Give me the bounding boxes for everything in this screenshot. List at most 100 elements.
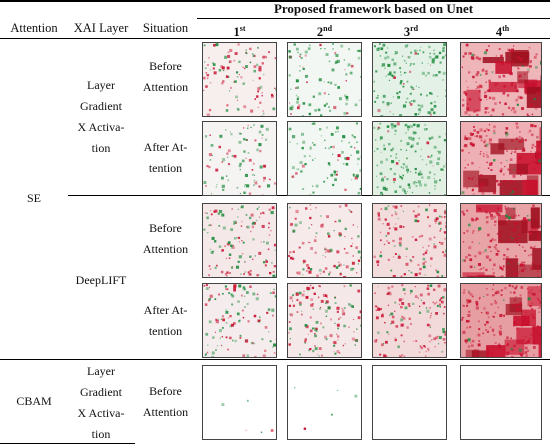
heatmap-pixel: [415, 172, 418, 174]
heatmap-pixel: [315, 207, 317, 209]
heatmap-pixel: [500, 293, 503, 296]
heatmap-pixel: [429, 113, 432, 116]
heatmap-image: [461, 204, 541, 277]
heatmap-pixel: [489, 213, 493, 217]
heatmap-pixel: [405, 124, 407, 127]
heatmap-pixel: [377, 94, 379, 97]
heatmap-pixel: [403, 59, 406, 62]
heatmap-pixel: [420, 93, 422, 96]
heatmap-pixel: [531, 179, 535, 183]
heatmap-pixel: [526, 349, 530, 352]
heatmap-pixel: [435, 336, 439, 340]
heatmap-pixel: [483, 295, 485, 297]
heatmap-pixel: [343, 264, 345, 266]
heatmap-pixel: [222, 80, 225, 83]
heatmap-pixel: [478, 207, 482, 211]
heatmap-pixel: [323, 81, 325, 83]
heatmap-pixel: [377, 97, 379, 99]
heatmap-pixel: [296, 86, 300, 89]
heatmap-pixel: [428, 334, 432, 338]
attention-label-cbam: CBAM: [16, 394, 52, 408]
heatmap-pixel: [375, 70, 378, 73]
heatmap-pixel: [432, 288, 436, 292]
heatmap-pixel: [443, 288, 446, 292]
heatmap-pixel: [203, 181, 207, 184]
heatmap-pixel: [494, 102, 497, 105]
heatmap-pixel: [345, 163, 349, 166]
heatmap-pixel: [233, 322, 236, 325]
heatmap-pixel: [354, 147, 356, 149]
heatmap-pixel: [486, 154, 488, 156]
heatmap-pixel: [240, 133, 242, 135]
heatmap-pixel: [237, 300, 240, 303]
heatmap-pixel: [513, 150, 517, 154]
heatmap-pixel: [239, 334, 242, 337]
heatmap-pixel: [295, 47, 299, 51]
heatmap-image: [373, 43, 446, 116]
heatmap-pixel: [356, 328, 358, 330]
heatmap-pixel: [385, 340, 388, 344]
heatmap-pixel: [406, 191, 408, 193]
heatmap-pixel: [527, 162, 530, 165]
heatmap-pixel: [438, 135, 441, 138]
heatmap-pixel: [427, 155, 430, 158]
heatmap-pixel: [225, 257, 228, 260]
heatmap-pixel: [536, 140, 539, 143]
heatmap-pixel: [347, 303, 351, 306]
heatmap-pixel: [493, 333, 496, 337]
heatmap-pixel: [336, 310, 339, 313]
heatmap-thumbnail: [287, 42, 362, 117]
heatmap-pixel: [266, 184, 271, 188]
heatmap-pixel: [409, 322, 412, 325]
heatmap-pixel: [422, 252, 426, 256]
heatmap-pixel: [224, 55, 228, 59]
heatmap-pixel: [333, 264, 336, 268]
heatmap-pixel: [236, 107, 239, 110]
heatmap-pixel: [398, 91, 401, 93]
heatmap-pixel: [444, 331, 446, 334]
heatmap-pixel: [533, 55, 537, 59]
heatmap-image: [373, 284, 446, 357]
heatmap-pixel: [385, 158, 388, 161]
heatmap-pixel: [461, 318, 463, 321]
heatmap-pixel: [445, 225, 446, 229]
heatmap-pixel: [410, 100, 413, 102]
heatmap-pixel: [533, 190, 536, 194]
heatmap-pixel: [335, 126, 339, 130]
heatmap-pixel: [332, 145, 335, 149]
heatmap-pixel: [470, 254, 472, 256]
heatmap-pixel: [479, 128, 483, 132]
heatmap-pixel: [348, 326, 350, 328]
heatmap-pixel: [350, 245, 353, 248]
heatmap-pixel: [461, 191, 465, 195]
heatmap-pixel: [531, 293, 534, 295]
heatmap-pixel: [422, 262, 425, 265]
heatmap-pixel: [311, 286, 315, 290]
heatmap-pixel: [421, 176, 424, 179]
heatmap-pixel: [501, 267, 504, 271]
heatmap-pixel: [427, 63, 429, 65]
heatmap-pixel: [470, 217, 474, 220]
heatmap-pixel: [220, 318, 223, 320]
heatmap-pixel: [537, 276, 540, 277]
heatmap-pixel: [349, 284, 352, 287]
heatmap-pixel: [265, 127, 269, 131]
heatmap-pixel: [536, 232, 539, 235]
heatmap-pixel: [359, 187, 361, 191]
heatmap-pixel: [332, 48, 334, 50]
heatmap-pixel: [492, 96, 496, 100]
heatmap-pixel: [529, 304, 532, 308]
heatmap-pixel: [204, 303, 208, 306]
heatmap-pixel: [246, 399, 249, 402]
heatmap-pixel: [502, 74, 505, 77]
heatmap-pixel: [208, 108, 212, 112]
heatmap-pixel: [224, 245, 226, 248]
heatmap-pixel: [216, 184, 218, 186]
heatmap-pixel: [468, 98, 472, 101]
heatmap-pixel: [310, 223, 313, 226]
heatmap-pixel: [387, 286, 391, 290]
heatmap-pixel: [511, 68, 513, 70]
heatmap-image: [461, 366, 541, 439]
heatmap-pixel: [434, 346, 436, 348]
heatmap-pixel: [237, 216, 239, 218]
